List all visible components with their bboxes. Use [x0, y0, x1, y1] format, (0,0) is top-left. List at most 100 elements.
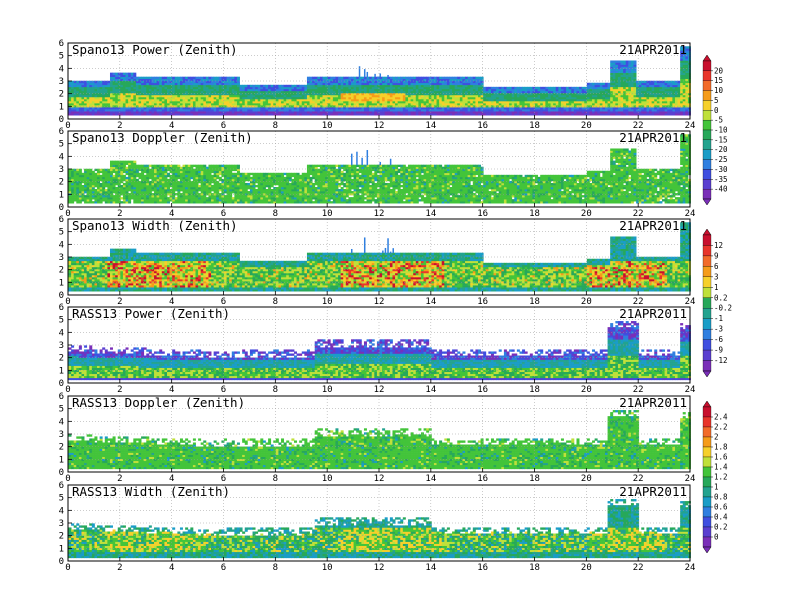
heat-cell — [196, 91, 199, 93]
heat-cell — [113, 83, 116, 85]
heat-cell — [177, 107, 180, 109]
heat-cell — [507, 89, 510, 91]
heat-cell — [672, 85, 675, 87]
heat-cell — [683, 89, 686, 91]
heat-cell — [646, 91, 649, 93]
heat-cell — [81, 91, 84, 93]
heat-cell — [447, 99, 450, 101]
heat-cell — [672, 99, 675, 101]
heat-cell — [447, 113, 450, 115]
heat-cell — [328, 91, 331, 93]
heat-cell — [455, 109, 458, 111]
heat-cell — [600, 109, 603, 111]
heat-cell — [133, 91, 136, 93]
heat-cell — [372, 109, 375, 111]
heat-cell — [149, 173, 152, 175]
heat-cell — [141, 175, 144, 177]
heat-cell — [69, 181, 72, 183]
heat-cell — [421, 113, 424, 115]
heat-cell — [483, 109, 486, 111]
heat-cell — [473, 85, 476, 87]
heat-cell — [442, 99, 445, 101]
heat-cell — [151, 97, 154, 99]
heat-cell — [69, 91, 72, 93]
heat-cell — [323, 99, 326, 101]
heat-cell — [211, 83, 214, 85]
heat-cell — [196, 111, 199, 113]
heat-cell — [398, 109, 401, 111]
heat-cell — [488, 113, 491, 115]
heat-cell — [211, 107, 214, 109]
heat-cell — [543, 109, 546, 111]
heat-cell — [201, 89, 204, 91]
heat-cell — [170, 103, 173, 105]
heat-cell — [211, 85, 214, 87]
heat-cell — [123, 85, 126, 87]
heat-cell — [335, 89, 338, 91]
heat-cell — [382, 101, 385, 103]
heat-cell — [564, 97, 567, 99]
heat-cell — [380, 109, 383, 111]
heat-cell — [387, 109, 390, 111]
heat-cell — [348, 91, 351, 93]
heat-cell — [351, 93, 354, 95]
heat-cell — [284, 111, 287, 113]
heat-cell — [89, 173, 92, 175]
heat-cell — [110, 91, 113, 93]
heat-cell — [481, 89, 484, 91]
heat-cell — [89, 197, 92, 199]
heat-cell — [670, 109, 673, 111]
heat-cell — [597, 97, 600, 99]
heat-cell — [455, 113, 458, 115]
heat-cell — [131, 95, 134, 97]
heat-cell — [193, 109, 196, 111]
heat-cell — [618, 69, 621, 71]
heat-cell — [496, 93, 499, 95]
heat-cell — [400, 109, 403, 111]
heat-cell — [354, 95, 357, 97]
heat-cell — [540, 93, 543, 95]
heat-cell — [133, 113, 136, 115]
heat-cell — [113, 109, 116, 111]
heat-cell — [538, 103, 541, 105]
heat-cell — [232, 83, 235, 85]
heat-cell — [110, 109, 113, 111]
heat-cell — [304, 85, 307, 87]
heat-cell — [587, 91, 590, 93]
heat-cell — [501, 109, 504, 111]
heat-cell — [654, 99, 657, 101]
heat-cell — [405, 77, 408, 79]
heat-cell — [486, 103, 489, 105]
heat-cell — [118, 75, 121, 77]
heat-cell — [654, 93, 657, 95]
heat-cell — [258, 87, 261, 89]
heat-cell — [97, 91, 100, 93]
heat-cell — [97, 191, 100, 193]
heat-cell — [84, 85, 87, 87]
heat-cell — [211, 93, 214, 95]
heat-cell — [325, 107, 328, 109]
heat-cell — [522, 107, 525, 109]
heat-cell — [548, 89, 551, 91]
heat-cell — [320, 93, 323, 95]
heat-cell — [81, 109, 84, 111]
heat-cell — [69, 177, 72, 179]
heat-cell — [138, 83, 141, 85]
heat-cell — [530, 93, 533, 95]
heat-cell — [115, 89, 118, 91]
heat-cell — [201, 79, 204, 81]
heat-cell — [219, 89, 222, 91]
heat-cell — [385, 93, 388, 95]
heat-cell — [680, 85, 683, 87]
heat-cell — [652, 85, 655, 87]
heat-cell — [392, 99, 395, 101]
heat-cell — [312, 95, 315, 97]
heat-cell — [97, 173, 100, 175]
heat-cell — [307, 113, 310, 115]
heat-cell — [110, 165, 113, 167]
heat-cell — [377, 95, 380, 97]
heat-cell — [258, 109, 261, 111]
heat-cell — [522, 87, 525, 89]
heat-cell — [304, 97, 307, 99]
heat-cell — [400, 89, 403, 91]
